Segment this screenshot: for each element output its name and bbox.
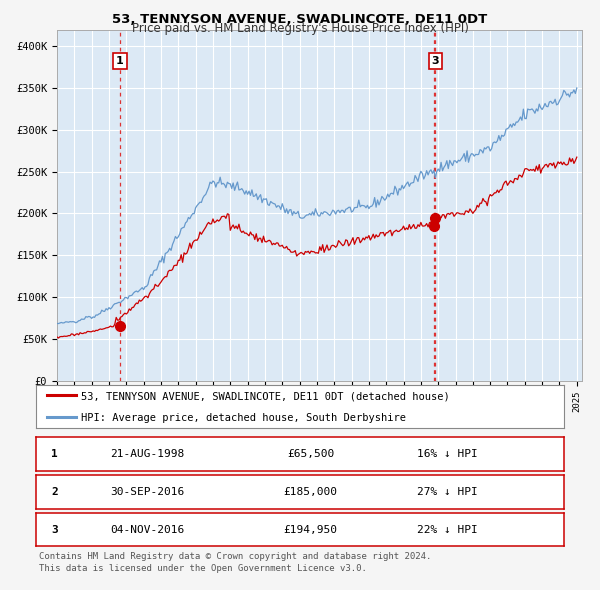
Text: 04-NOV-2016: 04-NOV-2016 bbox=[110, 525, 184, 535]
Text: 21-AUG-1998: 21-AUG-1998 bbox=[110, 449, 184, 459]
Text: £185,000: £185,000 bbox=[284, 487, 338, 497]
Text: HPI: Average price, detached house, South Derbyshire: HPI: Average price, detached house, Sout… bbox=[81, 413, 406, 423]
Text: 22% ↓ HPI: 22% ↓ HPI bbox=[418, 525, 478, 535]
Text: 53, TENNYSON AVENUE, SWADLINCOTE, DE11 0DT (detached house): 53, TENNYSON AVENUE, SWADLINCOTE, DE11 0… bbox=[81, 392, 449, 402]
Text: 1: 1 bbox=[116, 56, 124, 66]
Text: 2: 2 bbox=[51, 487, 58, 497]
Text: 27% ↓ HPI: 27% ↓ HPI bbox=[418, 487, 478, 497]
Text: 1: 1 bbox=[51, 449, 58, 459]
Text: Contains HM Land Registry data © Crown copyright and database right 2024.
This d: Contains HM Land Registry data © Crown c… bbox=[39, 552, 431, 573]
Text: 30-SEP-2016: 30-SEP-2016 bbox=[110, 487, 184, 497]
Text: 3: 3 bbox=[431, 56, 439, 66]
Text: 53, TENNYSON AVENUE, SWADLINCOTE, DE11 0DT: 53, TENNYSON AVENUE, SWADLINCOTE, DE11 0… bbox=[112, 13, 488, 26]
Text: 16% ↓ HPI: 16% ↓ HPI bbox=[418, 449, 478, 459]
Text: Price paid vs. HM Land Registry's House Price Index (HPI): Price paid vs. HM Land Registry's House … bbox=[131, 22, 469, 35]
Text: £194,950: £194,950 bbox=[284, 525, 338, 535]
Text: 3: 3 bbox=[51, 525, 58, 535]
Text: £65,500: £65,500 bbox=[287, 449, 334, 459]
